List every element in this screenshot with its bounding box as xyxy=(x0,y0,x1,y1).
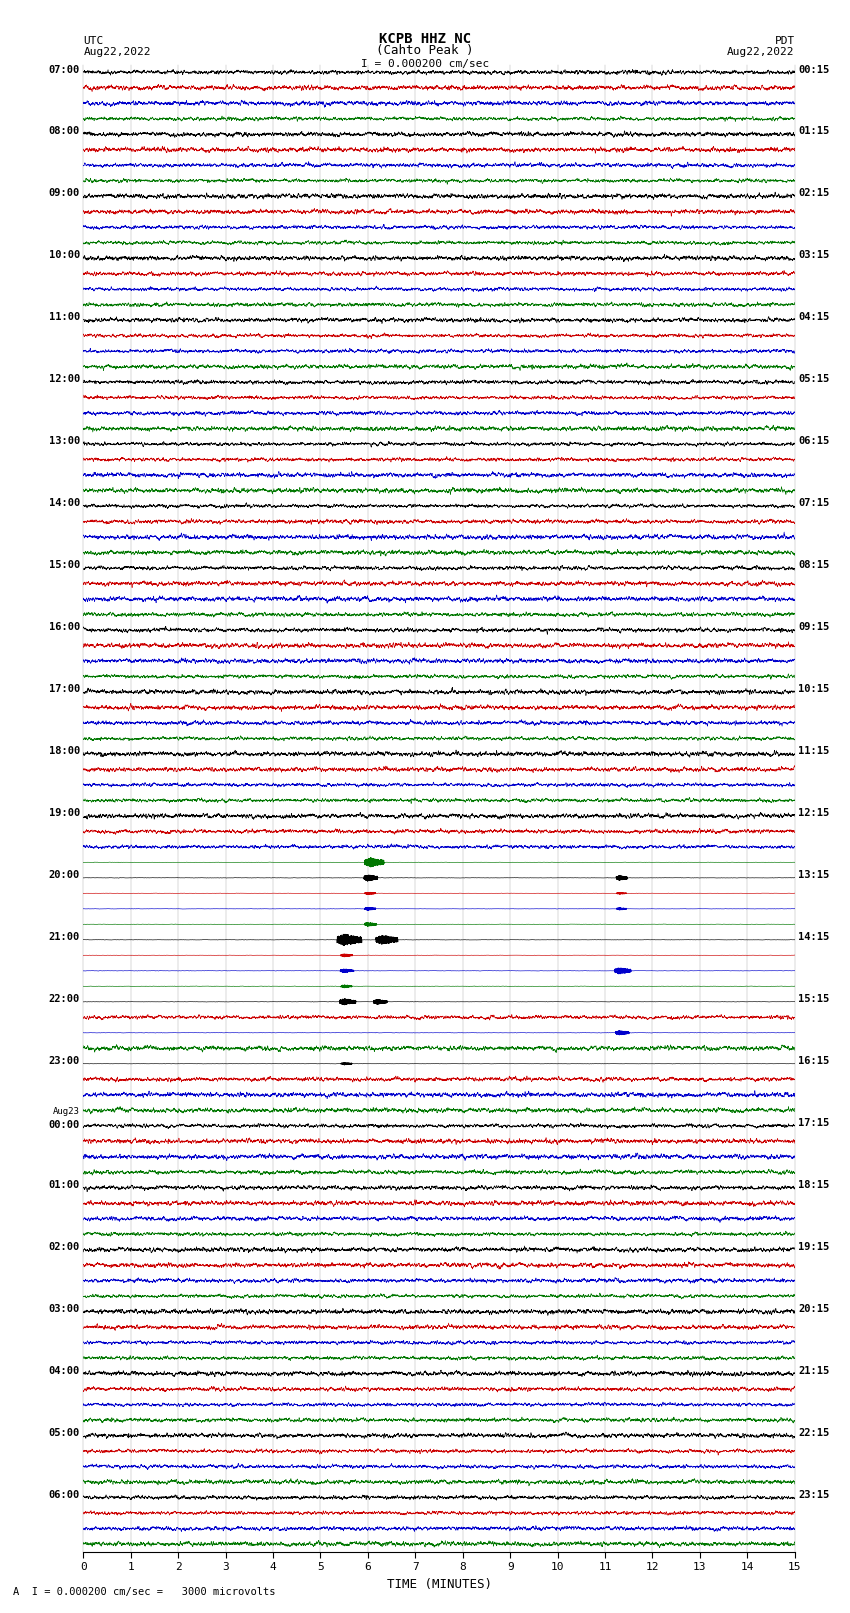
Text: 23:00: 23:00 xyxy=(48,1057,80,1066)
Text: 12:15: 12:15 xyxy=(798,808,830,818)
Text: 22:00: 22:00 xyxy=(48,994,80,1003)
Text: 04:15: 04:15 xyxy=(798,313,830,323)
Text: Aug22,2022: Aug22,2022 xyxy=(728,47,795,58)
Text: 14:00: 14:00 xyxy=(48,498,80,508)
Text: Aug23: Aug23 xyxy=(53,1108,80,1116)
Text: 07:15: 07:15 xyxy=(798,498,830,508)
Text: 18:15: 18:15 xyxy=(798,1179,830,1190)
Text: 00:00: 00:00 xyxy=(48,1119,80,1129)
X-axis label: TIME (MINUTES): TIME (MINUTES) xyxy=(387,1578,491,1590)
Text: (Cahto Peak ): (Cahto Peak ) xyxy=(377,44,473,58)
Text: 01:00: 01:00 xyxy=(48,1179,80,1190)
Text: 07:00: 07:00 xyxy=(48,65,80,74)
Text: 03:15: 03:15 xyxy=(798,250,830,260)
Text: 23:15: 23:15 xyxy=(798,1490,830,1500)
Text: 09:00: 09:00 xyxy=(48,189,80,198)
Text: 10:15: 10:15 xyxy=(798,684,830,694)
Text: 05:15: 05:15 xyxy=(798,374,830,384)
Text: 16:00: 16:00 xyxy=(48,623,80,632)
Text: 06:00: 06:00 xyxy=(48,1490,80,1500)
Text: 13:00: 13:00 xyxy=(48,436,80,447)
Text: 02:00: 02:00 xyxy=(48,1242,80,1252)
Text: PDT: PDT xyxy=(774,35,795,45)
Text: 18:00: 18:00 xyxy=(48,747,80,756)
Text: 20:15: 20:15 xyxy=(798,1303,830,1315)
Text: 05:00: 05:00 xyxy=(48,1428,80,1437)
Text: 22:15: 22:15 xyxy=(798,1428,830,1437)
Text: 15:00: 15:00 xyxy=(48,560,80,571)
Text: 19:15: 19:15 xyxy=(798,1242,830,1252)
Text: 03:00: 03:00 xyxy=(48,1303,80,1315)
Text: 16:15: 16:15 xyxy=(798,1057,830,1066)
Text: 21:00: 21:00 xyxy=(48,932,80,942)
Text: 15:15: 15:15 xyxy=(798,994,830,1003)
Text: 21:15: 21:15 xyxy=(798,1366,830,1376)
Text: 14:15: 14:15 xyxy=(798,932,830,942)
Text: 02:15: 02:15 xyxy=(798,189,830,198)
Text: 00:15: 00:15 xyxy=(798,65,830,74)
Text: KCPB HHZ NC: KCPB HHZ NC xyxy=(379,32,471,45)
Text: 10:00: 10:00 xyxy=(48,250,80,260)
Text: 12:00: 12:00 xyxy=(48,374,80,384)
Text: 01:15: 01:15 xyxy=(798,126,830,137)
Text: 17:15: 17:15 xyxy=(798,1118,830,1127)
Text: 19:00: 19:00 xyxy=(48,808,80,818)
Text: 09:15: 09:15 xyxy=(798,623,830,632)
Text: 11:15: 11:15 xyxy=(798,747,830,756)
Text: 11:00: 11:00 xyxy=(48,313,80,323)
Text: 04:00: 04:00 xyxy=(48,1366,80,1376)
Text: 20:00: 20:00 xyxy=(48,869,80,881)
Text: 17:00: 17:00 xyxy=(48,684,80,694)
Text: UTC: UTC xyxy=(83,35,104,45)
Text: A  I = 0.000200 cm/sec =   3000 microvolts: A I = 0.000200 cm/sec = 3000 microvolts xyxy=(13,1587,275,1597)
Text: I = 0.000200 cm/sec: I = 0.000200 cm/sec xyxy=(361,58,489,69)
Text: 08:00: 08:00 xyxy=(48,126,80,137)
Text: 08:15: 08:15 xyxy=(798,560,830,571)
Text: Aug22,2022: Aug22,2022 xyxy=(83,47,150,58)
Text: 13:15: 13:15 xyxy=(798,869,830,881)
Text: 06:15: 06:15 xyxy=(798,436,830,447)
